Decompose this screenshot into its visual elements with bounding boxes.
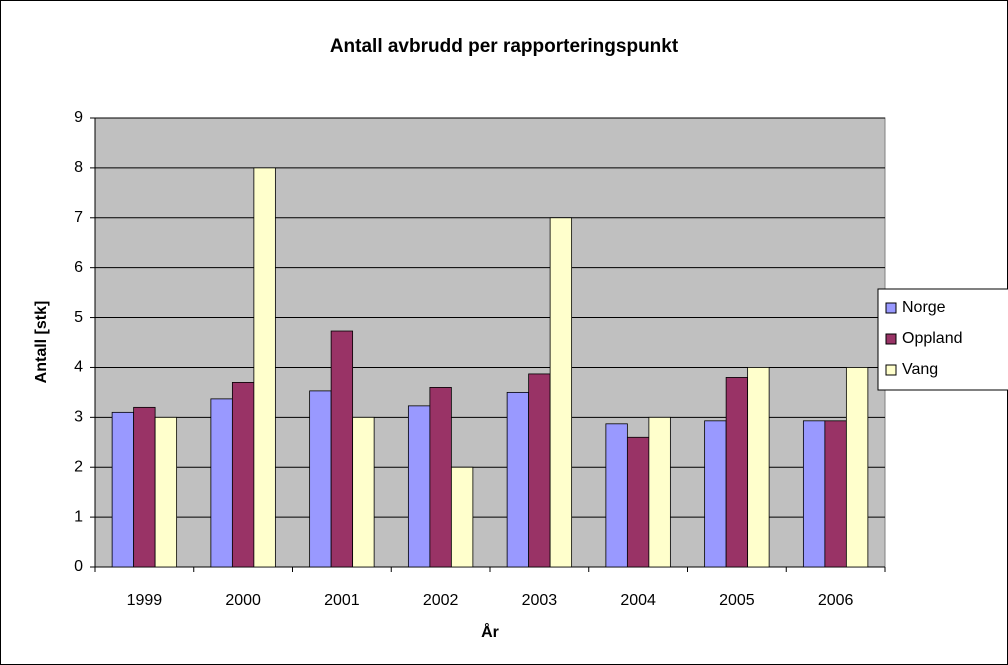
x-tick-label: 2001 [324,592,360,609]
chart-title: Antall avbrudd per rapporteringspunkt [330,36,679,57]
bar [725,377,749,568]
y-tick-label: 3 [74,409,83,426]
y-tick-label: 5 [74,309,83,326]
x-tick-label: 2006 [818,592,854,609]
legend-label: Norge [902,299,946,316]
y-tick-label: 4 [74,359,83,376]
legend-label: Oppland [902,330,963,347]
bar [845,367,869,568]
y-tick-label: 0 [74,558,83,575]
x-tick-label: 2005 [719,592,755,609]
bar [210,398,233,568]
bar [407,405,431,568]
y-tick-label: 7 [74,209,83,226]
bar [330,330,354,568]
bar [309,390,332,568]
x-tick-label: 2003 [522,592,558,609]
bar [747,367,770,568]
y-tick-label: 1 [74,508,83,525]
bar [549,217,573,568]
x-tick-label: 2004 [620,592,656,609]
bar [648,416,671,568]
bar [802,420,826,568]
bar [528,373,551,568]
bar [111,411,135,568]
bar [824,420,847,568]
bar [231,382,255,568]
bar [352,416,375,568]
y-tick-label: 9 [74,109,83,126]
bar [506,391,530,568]
legend-swatch [885,333,897,345]
bar [704,420,727,568]
bar [450,466,474,568]
bar [154,416,178,568]
y-tick-label: 2 [74,458,83,475]
bar [133,406,156,568]
legend-label: Vang [902,361,938,378]
bar [626,436,650,568]
y-tick-label: 8 [74,159,83,176]
x-tick-label: 2002 [423,592,459,609]
bar [429,386,452,568]
x-tick-label: 1999 [127,592,163,609]
y-axis-title: Antall [stk] [33,301,50,384]
legend-swatch [885,302,897,314]
y-tick-label: 6 [74,259,83,276]
x-axis-title: År [481,622,499,641]
bar [605,423,628,568]
x-tick-label: 2000 [225,592,261,609]
legend-box [877,288,1008,391]
legend-swatch [885,364,897,376]
bar [253,167,276,568]
